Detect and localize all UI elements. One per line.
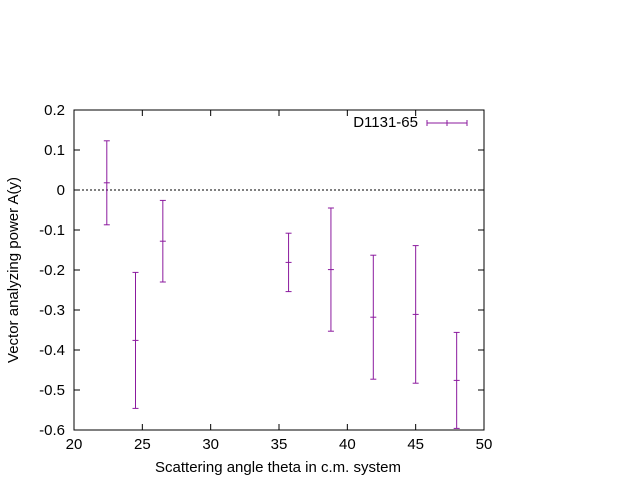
y-tick-label: -0.1 [39,222,65,239]
y-tick-label: -0.6 [39,422,65,439]
y-axis-ticks: 0.2 0.1 0 -0.1 -0.2 -0.3 -0.4 -0.5 -0.6 [39,102,484,439]
x-tick-label: 50 [476,436,493,453]
legend: D1131-65 [353,114,468,131]
error-bar-point [453,331,460,429]
legend-label: D1131-65 [353,114,418,131]
y-tick-label: 0.1 [44,142,65,159]
x-tick-label: 30 [202,436,219,453]
y-tick-label: -0.3 [39,302,65,319]
legend-sample [426,120,468,126]
error-bar-point [103,140,110,226]
y-axis-label: Vector analyzing power A(y) [5,177,22,363]
y-tick-label: -0.5 [39,382,65,399]
x-axis-label: Scattering angle theta in c.m. system [155,459,401,476]
x-tick-label: 35 [271,436,288,453]
error-bar-point [412,245,419,384]
error-bar-point [285,232,292,293]
data-points [103,140,460,429]
error-bar-point [327,207,334,332]
y-tick-label: 0.2 [44,102,65,119]
x-tick-label: 20 [66,436,83,453]
x-tick-label: 45 [407,436,424,453]
error-bar-point [132,271,139,409]
y-tick-label: 0 [57,182,65,199]
error-bar-point [370,254,377,380]
x-tick-label: 25 [134,436,151,453]
y-tick-label: -0.2 [39,262,65,279]
error-bar-point [159,199,166,283]
x-axis-ticks: 20 25 30 35 40 45 50 [66,110,493,453]
x-tick-label: 40 [339,436,356,453]
y-tick-label: -0.4 [39,342,65,359]
